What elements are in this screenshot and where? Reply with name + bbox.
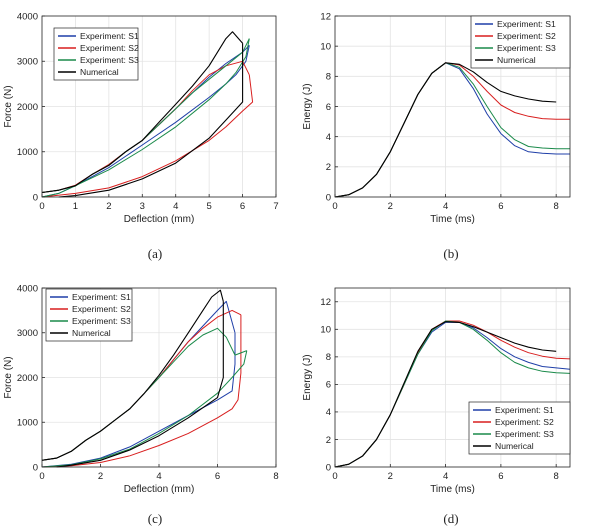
x-axis-label: Deflection (mm) <box>124 214 195 225</box>
caption-d: (d) <box>443 511 459 526</box>
caption-b: (b) <box>443 246 459 261</box>
legend-label: Experiment: S2 <box>495 417 554 427</box>
series-line-4 <box>334 321 557 468</box>
x-axis-label: Time (ms) <box>430 484 475 495</box>
caption-a: (a) <box>147 246 163 261</box>
series-line-4-unloading <box>56 301 224 468</box>
y-tick-label: 8 <box>326 72 331 83</box>
y-tick-label: 4000 <box>17 283 38 294</box>
legend-label: Experiment: S2 <box>497 31 556 41</box>
y-tick-label: 1000 <box>17 147 38 158</box>
legend-label: Experiment: S3 <box>495 429 554 439</box>
legend-label: Numerical <box>497 55 536 65</box>
y-tick-label: 0 <box>33 462 38 473</box>
series-line-1-unloading <box>41 332 236 468</box>
x-tick-label: 8 <box>273 471 278 482</box>
axes-frame <box>334 287 571 468</box>
y-tick-label: 3000 <box>17 328 38 339</box>
x-tick-label: 2 <box>388 201 393 212</box>
series-line-4-loading <box>41 289 224 461</box>
x-axis-label: Time (ms) <box>430 214 475 225</box>
y-axis-label: Force (N) <box>3 356 14 398</box>
x-tick-label: 0 <box>332 201 337 212</box>
y-tick-label: 2000 <box>17 373 38 384</box>
legend-label: Experiment: S1 <box>80 31 139 41</box>
series-line-4-loading <box>41 31 244 194</box>
y-axis-label: Energy (J) <box>302 354 313 400</box>
x-tick-label: 1 <box>73 201 78 212</box>
y-axis-label: Force (N) <box>3 85 14 127</box>
x-tick-label: 6 <box>498 471 503 482</box>
y-tick-label: 0 <box>33 192 38 203</box>
y-tick-label: 4 <box>326 407 331 418</box>
legend-label: Experiment: S1 <box>495 405 554 415</box>
x-tick-label: 8 <box>554 201 559 212</box>
y-tick-label: 4 <box>326 132 331 143</box>
series-line-3-unloading <box>41 38 250 198</box>
y-tick-label: 8 <box>326 352 331 363</box>
legend-label: Experiment: S3 <box>497 43 556 53</box>
x-tick-label: 7 <box>273 201 278 212</box>
x-tick-label: 2 <box>388 471 393 482</box>
y-tick-label: 2 <box>326 435 331 446</box>
y-tick-label: 4000 <box>17 11 38 22</box>
y-tick-label: 12 <box>320 11 331 22</box>
x-tick-label: 4 <box>173 201 178 212</box>
series-line-2-unloading <box>41 314 242 468</box>
x-tick-label: 6 <box>240 201 245 212</box>
legend-label: Experiment: S3 <box>72 316 131 326</box>
x-tick-label: 8 <box>554 471 559 482</box>
legend-label: Numerical <box>495 441 534 451</box>
x-tick-label: 0 <box>332 471 337 482</box>
x-tick-label: 6 <box>498 201 503 212</box>
y-tick-label: 6 <box>326 102 331 113</box>
x-tick-label: 2 <box>98 471 103 482</box>
y-tick-label: 3000 <box>17 57 38 68</box>
y-tick-label: 6 <box>326 380 331 391</box>
x-tick-label: 6 <box>215 471 220 482</box>
legend-label: Numerical <box>80 67 119 77</box>
y-tick-label: 10 <box>320 41 331 52</box>
caption-c: (c) <box>147 511 163 526</box>
series-line-3-unloading <box>41 350 248 468</box>
chart-d: 0 2 4 6 8 0 2 4 6 8 10 12 Time (ms) Energy (J) Experim… <box>302 287 571 495</box>
x-tick-label: 4 <box>156 471 161 482</box>
legend-label: Experiment: S2 <box>80 43 139 53</box>
x-tick-label: 0 <box>39 201 44 212</box>
legend-label: Experiment: S1 <box>497 19 556 29</box>
y-tick-label: 2000 <box>17 102 38 113</box>
y-tick-label: 0 <box>326 192 331 203</box>
chart-c: 0 2 4 6 8 0 1000 2000 3000 4000 Deflection (mm) For… <box>3 283 279 495</box>
x-tick-label: 3 <box>140 201 145 212</box>
x-axis-label: Deflection (mm) <box>124 484 195 495</box>
x-tick-label: 0 <box>39 471 44 482</box>
series-line-4 <box>334 62 557 198</box>
y-tick-label: 1000 <box>17 418 38 429</box>
y-tick-label: 2 <box>326 162 331 173</box>
x-tick-label: 5 <box>206 201 211 212</box>
x-tick-label: 2 <box>106 201 111 212</box>
chart-b: 0 2 4 6 8 0 2 4 6 8 10 12 Time (ms) Energy (J) Experim… <box>302 11 571 225</box>
x-tick-label: 4 <box>443 201 448 212</box>
x-tick-label: 4 <box>443 471 448 482</box>
legend-label: Numerical <box>72 328 111 338</box>
y-tick-label: 12 <box>320 297 331 308</box>
y-tick-label: 0 <box>326 462 331 473</box>
chart-a: 0 1 2 3 4 5 6 7 0 1000 2000 3000 4000 Deflection (mm)… <box>3 11 279 225</box>
legend-label: Experiment: S2 <box>72 304 131 314</box>
legend-label: Experiment: S3 <box>80 55 139 65</box>
legend-label: Experiment: S1 <box>72 292 131 302</box>
y-axis-label: Energy (J) <box>302 83 313 129</box>
series-line-4-unloading <box>58 43 244 198</box>
y-tick-label: 10 <box>320 325 331 336</box>
